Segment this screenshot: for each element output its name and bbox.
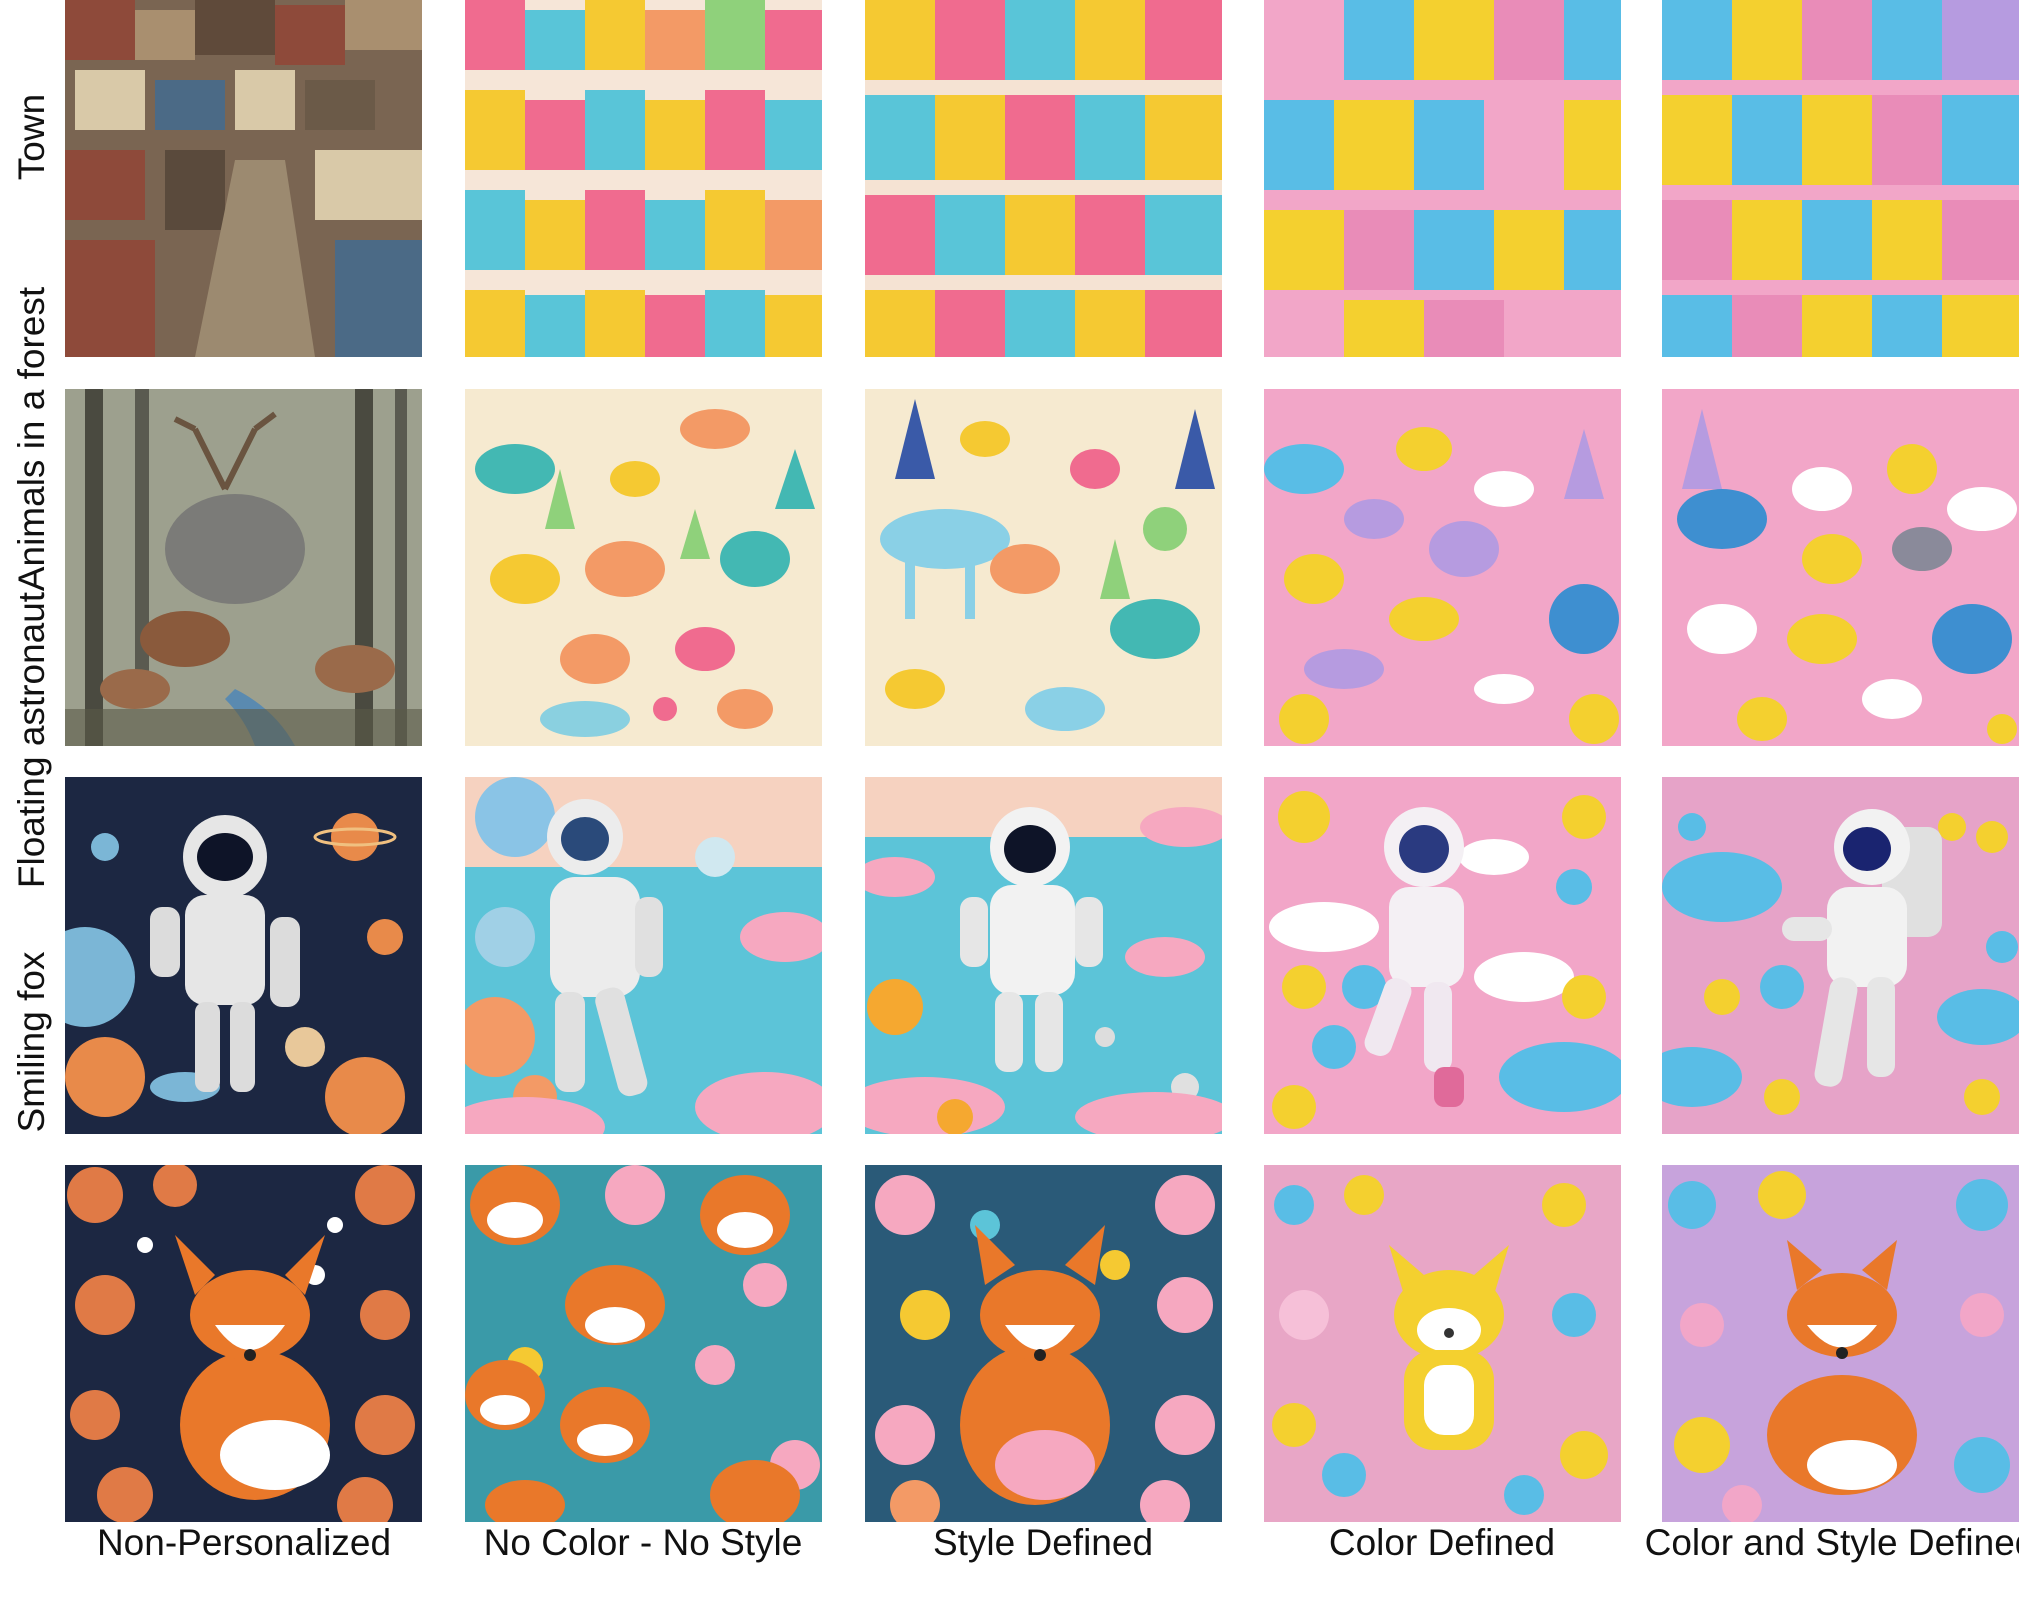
column-label-color-and-style-defined: Color and Style Defined [1644,1522,2019,1563]
image-animals-style-defined [865,389,1222,746]
image-fox-no-color-no-style [465,1165,822,1522]
image-fox-non-personalized [65,1165,422,1522]
image-astronaut-color-and-style-defined [1662,777,2019,1134]
image-town-color-defined [1264,0,1621,357]
image-fox-color-and-style-defined [1662,1165,2019,1522]
image-animals-color-and-style-defined [1662,389,2019,746]
image-astronaut-no-color-no-style [465,777,822,1134]
image-animals-non-personalized [65,389,422,746]
image-animals-color-defined [1264,389,1621,746]
image-town-non-personalized [65,0,422,357]
image-fox-style-defined [865,1165,1222,1522]
image-town-color-and-style-defined [1662,0,2019,357]
image-astronaut-style-defined [865,777,1222,1134]
image-animals-no-color-no-style [465,389,822,746]
column-label-no-color-no-style: No Color - No Style [483,1522,803,1563]
image-astronaut-color-defined [1264,777,1621,1134]
image-town-style-defined [865,0,1222,357]
image-fox-color-defined [1264,1165,1621,1522]
image-town-no-color-no-style [465,0,822,357]
column-label-color-defined: Color Defined [1328,1522,1556,1563]
column-label-style-defined: Style Defined [932,1522,1154,1563]
row-label-smiling-fox: Smiling fox [11,951,52,1133]
column-label-non-personalized: Non-Personalized [96,1522,392,1563]
image-astronaut-non-personalized [65,777,422,1134]
